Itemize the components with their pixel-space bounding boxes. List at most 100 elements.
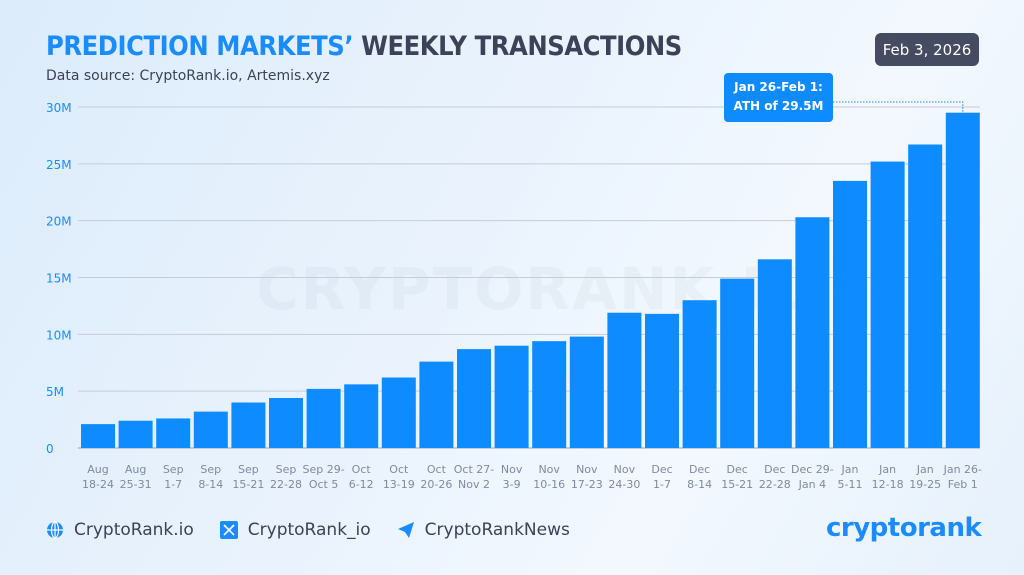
- x-tick-label: 15-21: [721, 478, 753, 491]
- bar[interactable]: [870, 161, 905, 448]
- bar[interactable]: [193, 411, 228, 448]
- x-tick-label: Sep: [276, 463, 297, 476]
- x-tick-label: Dec: [727, 463, 748, 476]
- bar[interactable]: [795, 217, 830, 448]
- y-tick-label: 5M: [46, 385, 64, 399]
- x-tick-label: 5-11: [838, 478, 863, 491]
- x-tick-label: 8-14: [198, 478, 223, 491]
- y-tick-label: 30M: [46, 101, 72, 115]
- y-tick-label: 10M: [46, 328, 72, 342]
- cryptorank-logo: cryptorank: [826, 513, 982, 543]
- bar[interactable]: [118, 420, 153, 448]
- x-tick-label: 17-23: [571, 478, 603, 491]
- x-tick-label: Jan: [878, 463, 896, 476]
- x-tick-label: Nov 2: [458, 478, 490, 491]
- x-tick-label: Sep: [238, 463, 259, 476]
- x-tick-label: Aug: [125, 463, 146, 476]
- x-tick-label: Nov: [614, 463, 636, 476]
- bar[interactable]: [419, 361, 454, 448]
- x-tick-label: 6-12: [349, 478, 374, 491]
- bar[interactable]: [645, 313, 679, 448]
- bar[interactable]: [720, 278, 755, 448]
- bar[interactable]: [833, 180, 867, 448]
- x-tick-label: Dec: [764, 463, 785, 476]
- x-tick-label: Dec 29-: [791, 463, 834, 476]
- footer-website[interactable]: CryptoRank.io: [46, 520, 194, 540]
- x-tick-label: 13-19: [383, 478, 415, 491]
- bar[interactable]: [494, 345, 529, 448]
- telegram-icon: [397, 521, 415, 539]
- x-tick-label: Aug: [87, 463, 108, 476]
- bar[interactable]: [569, 336, 604, 448]
- bar[interactable]: [231, 402, 266, 448]
- x-tick-label: Oct: [352, 463, 372, 476]
- date-badge: Feb 3, 2026: [875, 33, 979, 66]
- website-label: CryptoRank.io: [74, 520, 194, 540]
- x-tick-label: Jan 26-: [943, 463, 982, 476]
- y-tick-label: 20M: [46, 215, 72, 229]
- page-title: PREDICTION MARKETS’ WEEKLY TRANSACTIONS: [46, 31, 682, 62]
- x-tick-label: Oct: [389, 463, 409, 476]
- x-tick-label: 25-31: [120, 478, 152, 491]
- bar[interactable]: [607, 312, 642, 448]
- x-tick-label: Jan 4: [798, 478, 826, 491]
- bar[interactable]: [269, 397, 303, 448]
- x-tick-label: Dec: [689, 463, 710, 476]
- bar[interactable]: [908, 144, 943, 448]
- x-tick-label: 3-9: [503, 478, 521, 491]
- x-tick-label: 19-25: [909, 478, 941, 491]
- annotation-leader-line: [833, 101, 964, 113]
- subtitle: Data source: CryptoRank.io, Artemis.xyz: [46, 68, 330, 84]
- y-tick-label: 15M: [46, 272, 72, 286]
- x-tick-label: 8-14: [687, 478, 712, 491]
- x-tick-label: 12-18: [872, 478, 904, 491]
- x-tick-label: Jan: [841, 463, 859, 476]
- x-tick-label: 24-30: [608, 478, 640, 491]
- x-tick-label: Oct 5: [309, 478, 339, 491]
- y-tick-label: 0: [46, 442, 54, 456]
- x-tick-label: Sep: [163, 463, 184, 476]
- x-tick-label: 20-26: [420, 478, 452, 491]
- x-tick-label: 10-16: [533, 478, 565, 491]
- annotation-line2: ATH of 29.5M: [733, 99, 824, 113]
- x-tick-label: Feb 1: [948, 478, 978, 491]
- footer-x[interactable]: CryptoRank_io: [219, 520, 371, 540]
- x-tick-label: 15-21: [232, 478, 264, 491]
- x-label: CryptoRank_io: [247, 520, 371, 540]
- footer-telegram[interactable]: CryptoRankNews: [397, 520, 570, 540]
- x-tick-label: Nov: [501, 463, 523, 476]
- x-tick-label: Jan: [916, 463, 934, 476]
- bar[interactable]: [156, 418, 191, 448]
- bar[interactable]: [306, 388, 341, 448]
- telegram-label: CryptoRankNews: [424, 520, 570, 540]
- x-tick-label: Sep: [200, 463, 221, 476]
- bar[interactable]: [945, 112, 980, 448]
- x-tick-label: Sep 29-: [302, 463, 344, 476]
- bar[interactable]: [81, 424, 115, 448]
- bar[interactable]: [381, 377, 416, 448]
- footer: CryptoRank.io CryptoRank_io CryptoRankNe…: [46, 520, 570, 540]
- bar[interactable]: [344, 384, 379, 448]
- bar[interactable]: [682, 300, 717, 448]
- x-tick-label: Dec: [651, 463, 672, 476]
- x-tick-label: Nov: [538, 463, 560, 476]
- x-tick-label: 22-28: [759, 478, 791, 491]
- x-tick-label: Oct 27-: [454, 463, 495, 476]
- ath-annotation: Jan 26-Feb 1: ATH of 29.5M: [724, 73, 833, 122]
- title-rest: WEEKLY TRANSACTIONS: [361, 31, 682, 62]
- annotation-line1: Jan 26-Feb 1:: [734, 80, 823, 94]
- x-tick-label: 22-28: [270, 478, 302, 491]
- x-tick-label: Oct: [427, 463, 447, 476]
- x-tick-label: 18-24: [82, 478, 114, 491]
- y-tick-label: 25M: [46, 158, 72, 172]
- bar[interactable]: [757, 259, 792, 448]
- x-tick-label: 1-7: [164, 478, 182, 491]
- globe-icon: [46, 521, 64, 539]
- x-tick-label: Nov: [576, 463, 598, 476]
- x-tick-label: 1-7: [653, 478, 671, 491]
- bar[interactable]: [457, 349, 491, 448]
- x-icon: [219, 521, 238, 539]
- title-highlight: PREDICTION MARKETS’: [46, 31, 354, 62]
- bar[interactable]: [532, 341, 567, 448]
